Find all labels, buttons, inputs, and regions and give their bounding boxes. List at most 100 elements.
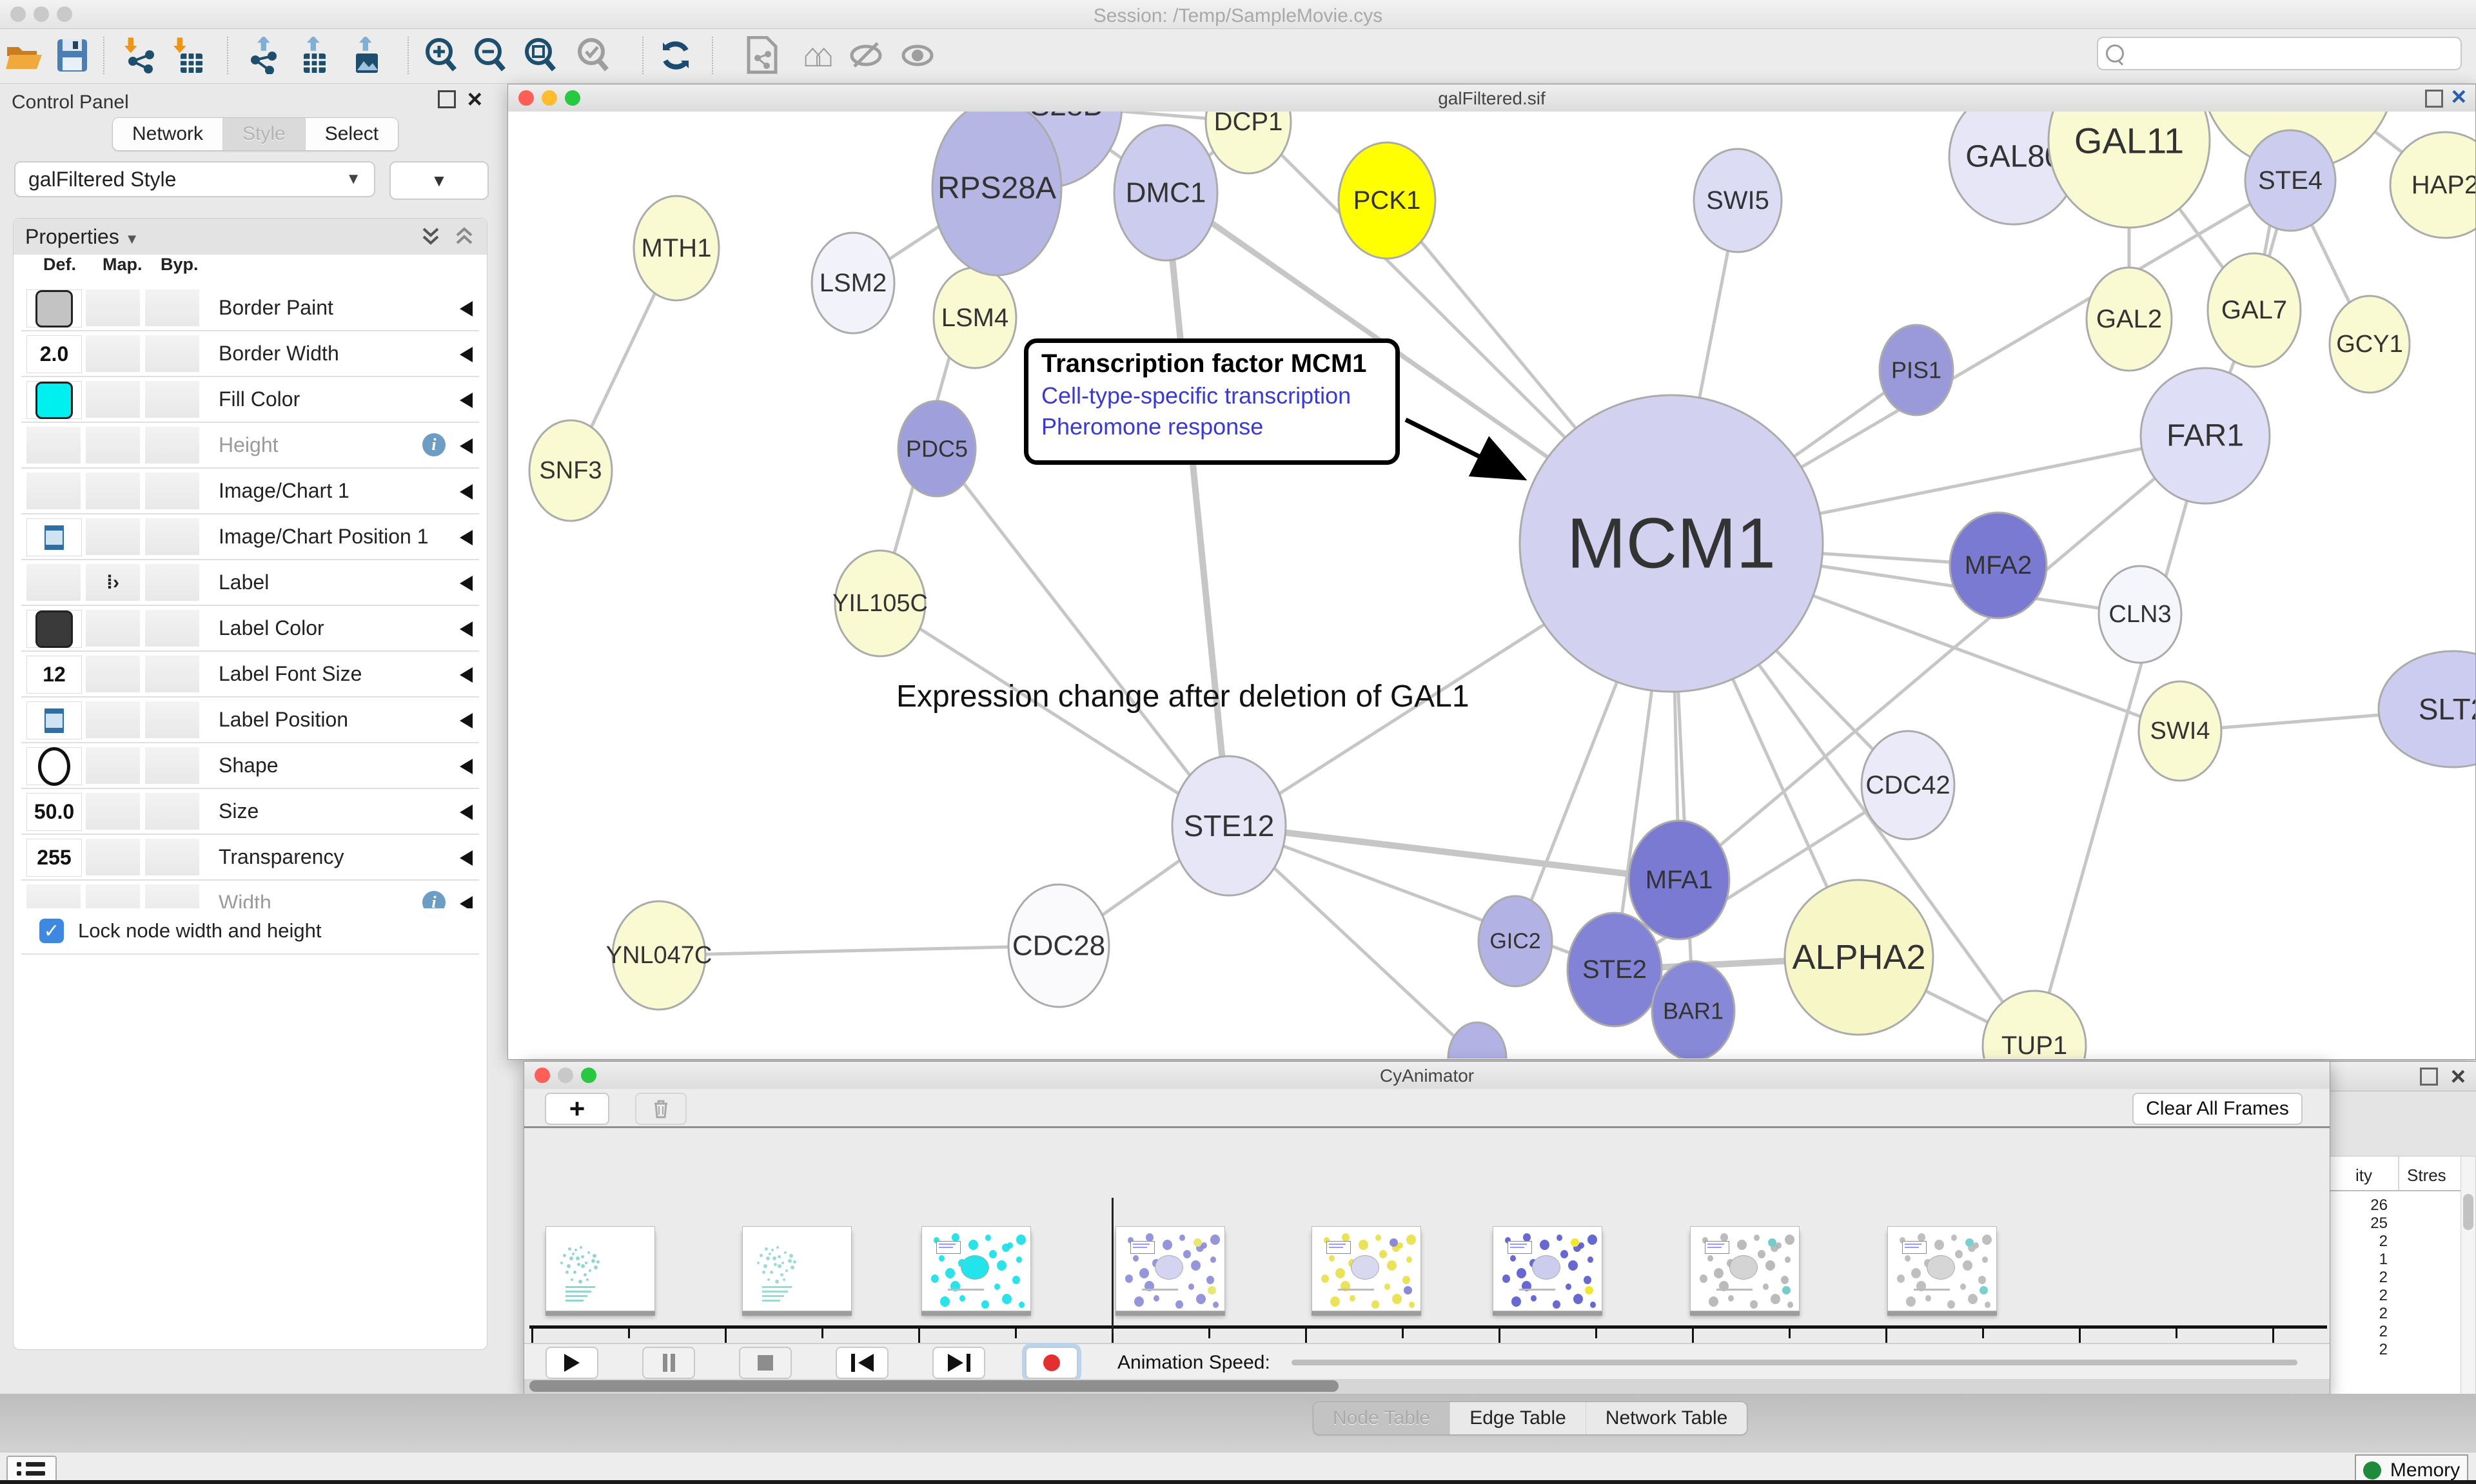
playhead[interactable] (1112, 1198, 1114, 1333)
node-CLN3[interactable] (2098, 565, 2183, 664)
tab-node-table[interactable]: Node Table (1313, 1402, 1451, 1434)
network-doc-icon[interactable] (742, 34, 783, 77)
node-HAP2[interactable] (2389, 131, 2475, 239)
node-GAL2[interactable] (2085, 266, 2173, 372)
edge[interactable] (879, 601, 1230, 828)
zoom-window-dot[interactable] (57, 6, 72, 22)
float-table-icon[interactable] (2419, 1067, 2438, 1086)
node-BAR1[interactable] (1651, 960, 1736, 1059)
node-GAL11[interactable] (2047, 112, 2211, 229)
node-CDC42[interactable] (1860, 730, 1956, 841)
edge[interactable] (658, 944, 1059, 957)
bypass-value-cell[interactable] (145, 564, 199, 601)
expand-property-arrow[interactable] (460, 759, 473, 774)
tab-network-table[interactable]: Network Table (1586, 1402, 1747, 1434)
bypass-value-cell[interactable] (145, 701, 199, 738)
node-GCY1[interactable] (2328, 295, 2411, 394)
export-image-icon[interactable] (346, 34, 387, 77)
default-value-cell[interactable] (26, 427, 81, 464)
refresh-layout-icon[interactable] (655, 34, 696, 77)
mapping-value-cell[interactable] (86, 473, 140, 509)
tab-network[interactable]: Network (113, 118, 224, 150)
close-view-icon[interactable]: × (2451, 83, 2466, 111)
table-cell[interactable]: 26 (2370, 1196, 2388, 1214)
show-details-icon[interactable] (898, 34, 939, 77)
bypass-value-cell[interactable] (145, 335, 199, 372)
table-cell[interactable]: 2 (2379, 1233, 2388, 1250)
float-panel-icon[interactable] (437, 90, 456, 108)
node-DMC1[interactable] (1113, 124, 1219, 262)
minimize-window-dot[interactable] (34, 6, 49, 22)
frame-thumbnail-3[interactable] (1115, 1226, 1225, 1311)
property-row[interactable]: ⁞› Label (21, 560, 479, 606)
edge[interactable] (1678, 434, 2206, 881)
property-row[interactable]: 2.0 Border Width (21, 331, 479, 377)
node-STE2[interactable] (1566, 912, 1663, 1028)
export-network-icon[interactable] (244, 34, 285, 77)
bypass-value-cell[interactable] (145, 793, 199, 830)
node-TUP1[interactable] (1981, 990, 2087, 1059)
node-clipped[interactable] (1447, 1021, 1508, 1059)
scrollbar-thumb[interactable] (2463, 1194, 2473, 1230)
default-value-cell[interactable]: 2.0 (26, 335, 82, 373)
zoom-in-icon[interactable] (420, 34, 462, 77)
hide-details-icon[interactable] (846, 34, 887, 77)
property-row[interactable]: 12 Label Font Size (21, 652, 479, 698)
zoom-animator-dot[interactable] (581, 1068, 596, 1083)
network-canvas[interactable]: RPS28BMTH1LSM2LSM4RPS28ADMC1DCP1PCK1SNF3… (508, 112, 2475, 1059)
bypass-value-cell[interactable] (145, 427, 199, 464)
skip-end-button[interactable] (932, 1347, 985, 1379)
close-panel-icon[interactable]: × (467, 85, 482, 113)
style-options-button[interactable]: ▼ (389, 161, 489, 200)
edge[interactable] (2032, 435, 2207, 1046)
frame-thumbnail-2[interactable] (921, 1226, 1031, 1311)
property-row[interactable]: Border Paint (21, 286, 479, 331)
save-icon[interactable] (52, 34, 93, 77)
edge[interactable] (1163, 192, 1232, 826)
property-row[interactable]: Shape (21, 743, 479, 789)
default-value-cell[interactable] (26, 747, 82, 786)
node-GIC2[interactable] (1477, 895, 1553, 988)
node-MFA1[interactable] (1627, 819, 1731, 941)
collapse-all-icon[interactable] (453, 225, 475, 248)
node-MTH1[interactable] (633, 195, 720, 302)
default-value-cell[interactable] (26, 518, 82, 556)
properties-header[interactable]: Properties ▼ (14, 219, 487, 255)
table-cell[interactable]: 2 (2379, 1323, 2388, 1340)
node-MFA2[interactable] (1949, 511, 2048, 620)
expand-property-arrow[interactable] (460, 301, 473, 317)
node-DCP1[interactable] (1204, 112, 1292, 175)
node-STE12[interactable] (1171, 755, 1287, 897)
expand-property-arrow[interactable] (460, 484, 473, 500)
default-value-cell[interactable]: 12 (26, 656, 82, 694)
frame-thumbnail-1[interactable] (742, 1226, 852, 1311)
info-icon[interactable]: i (422, 433, 446, 456)
property-row[interactable]: Label Color (21, 606, 479, 652)
zoom-fit-icon[interactable] (520, 34, 561, 77)
column-header-stress[interactable]: Stres (2407, 1166, 2446, 1185)
node-CDC28[interactable] (1007, 883, 1110, 1008)
mapping-value-cell[interactable]: ⁞› (86, 564, 140, 601)
bypass-value-cell[interactable] (145, 381, 199, 418)
lock-size-row[interactable]: ✓ Lock node width and height (21, 908, 479, 955)
default-value-cell[interactable] (26, 289, 82, 327)
edge[interactable] (936, 447, 1230, 827)
mapping-value-cell[interactable] (86, 335, 140, 372)
export-table-icon[interactable] (293, 34, 335, 77)
bypass-value-cell[interactable] (145, 839, 199, 875)
expand-property-arrow[interactable] (460, 438, 473, 454)
node-LSM2[interactable] (811, 231, 896, 335)
node-PIS1[interactable] (1878, 324, 1954, 416)
style-dropdown[interactable]: galFiltered Style ▼ (14, 161, 375, 197)
frame-thumbnail-6[interactable] (1690, 1226, 1800, 1311)
minimize-animator-dot[interactable] (558, 1068, 573, 1083)
clear-all-frames-button[interactable]: Clear All Frames (2132, 1093, 2303, 1125)
node-RPS28A[interactable] (931, 112, 1063, 277)
node-SLT2[interactable] (2377, 650, 2475, 768)
bypass-value-cell[interactable] (145, 656, 199, 692)
property-row[interactable]: Fill Color (21, 377, 479, 423)
import-network-icon[interactable] (120, 34, 161, 77)
node-YIL105C[interactable] (834, 549, 927, 658)
search-input[interactable] (2097, 37, 2462, 70)
default-value-cell[interactable]: 255 (26, 839, 82, 877)
